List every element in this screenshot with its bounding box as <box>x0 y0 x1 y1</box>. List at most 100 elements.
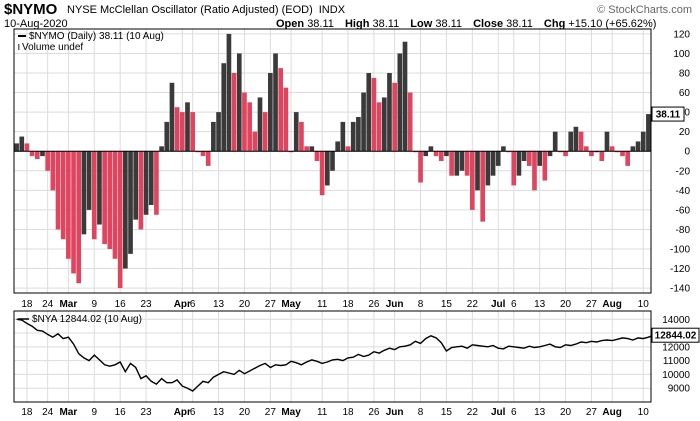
oscillator-bar <box>164 121 170 152</box>
oscillator-bar <box>547 151 553 157</box>
oscillator-bar <box>112 151 118 259</box>
oscillator-bar <box>268 73 273 152</box>
oscillator-bar <box>511 151 517 186</box>
open-label: Open <box>276 18 305 30</box>
oscillator-bar <box>40 151 45 157</box>
osc-y-tick-label: -40 <box>676 186 691 197</box>
oscillator-bar <box>366 73 372 152</box>
osc-y-tick-label: 20 <box>679 127 691 138</box>
oscillator-bar <box>407 92 413 152</box>
nya-x-tick-label: 15 <box>441 407 453 418</box>
oscillator-bar <box>179 112 185 152</box>
oscillator-bar <box>469 151 475 210</box>
high-label: High <box>344 18 370 30</box>
oscillator-bar <box>640 131 646 152</box>
oscillator-bar <box>128 151 133 254</box>
nya-x-tick-label: Aug <box>602 407 621 418</box>
oscillator-bar <box>143 151 149 215</box>
oscillator-bar <box>211 121 216 152</box>
osc-x-tick-label: 27 <box>265 299 277 310</box>
oscillator-bar <box>190 112 196 152</box>
osc-y-tick-label: 40 <box>679 108 691 119</box>
stockcharts-brand: © StockCharts.com <box>597 4 692 16</box>
nya-x-tick-label: 11 <box>317 407 328 418</box>
nya-x-tick-label: 13 <box>534 407 546 418</box>
oscillator-bar <box>66 151 71 259</box>
osc-y-tick-label: -20 <box>676 166 691 177</box>
oscillator-bar <box>521 151 527 161</box>
osc-x-tick-label: 15 <box>441 299 453 310</box>
oscillator-bar <box>330 151 335 171</box>
oscillator-bar <box>148 151 154 205</box>
oscillator-bar <box>583 146 589 152</box>
oscillator-bar <box>475 151 480 191</box>
oscillator-bar <box>34 151 40 160</box>
oscillator-bar <box>242 92 247 152</box>
chart-date: 10-Aug-2020 <box>4 18 68 30</box>
oscillator-bar <box>107 151 113 249</box>
oscillator-bar <box>444 151 449 157</box>
oscillator-bar <box>252 131 258 152</box>
oscillator-bar <box>464 151 470 176</box>
osc-x-tick-label: Aug <box>602 299 621 310</box>
oscillator-bar <box>361 92 366 152</box>
nya-x-tick-label: Jul <box>491 407 506 418</box>
oscillator-bar <box>526 151 532 166</box>
osc-x-tick-label: 23 <box>140 299 152 310</box>
oscillator-bar <box>91 151 97 240</box>
oscillator-bar <box>185 102 190 152</box>
osc-y-tick-label: 60 <box>679 88 691 99</box>
oscillator-bar <box>102 151 107 245</box>
oscillator-bar <box>480 151 486 222</box>
osc-x-tick-label: 24 <box>42 299 54 310</box>
oscillator-bar <box>154 151 159 215</box>
legend-swatch-nymo <box>18 35 26 37</box>
osc-y-tick-label: 80 <box>679 69 691 80</box>
nya-y-tick-label: 12000 <box>662 342 690 353</box>
oscillator-bar <box>376 102 382 152</box>
high-value: 38.11 <box>372 18 400 30</box>
osc-y-tick-label: -140 <box>670 284 690 295</box>
chg-label: Chg <box>543 18 566 30</box>
oscillator-bar <box>293 112 299 152</box>
close-label: Close <box>473 18 504 30</box>
osc-x-tick-label: 26 <box>368 299 380 310</box>
oscillator-bar <box>221 63 227 152</box>
oscillator-bar <box>19 136 25 152</box>
oscillator-bar <box>324 151 330 186</box>
legend-nymo: $NYMO (Daily) 38.11 (10 Aug) <box>29 31 164 42</box>
nya-x-tick-label: 10 <box>638 407 650 418</box>
nya-x-tick-label: 23 <box>140 407 152 418</box>
nya-x-tick-label: 6 <box>190 407 196 418</box>
oscillator-bar <box>563 151 568 157</box>
osc-x-tick-label: 16 <box>115 299 127 310</box>
oscillator-bar <box>278 68 284 152</box>
price-panel: 14000130001200011000100009000$NYA 12844.… <box>13 310 700 418</box>
oscillator-bar <box>620 151 625 157</box>
osc-x-tick-label: 27 <box>586 299 598 310</box>
low-label: Low <box>410 18 433 30</box>
nya-y-tick-label: 10000 <box>662 370 690 381</box>
oscillator-bar <box>24 143 30 152</box>
nya-x-tick-label: 20 <box>560 407 572 418</box>
osc-y-tick-label: 100 <box>673 49 690 60</box>
oscillator-bar <box>495 151 501 166</box>
oscillator-bar <box>646 114 651 152</box>
oscillator-bar <box>428 146 434 152</box>
oscillator-bar <box>81 151 87 235</box>
nya-x-tick-label: 18 <box>342 407 354 418</box>
oscillator-bar <box>319 151 325 196</box>
indicator-name-text: NYSE McClellan Oscillator (Ratio Adjuste… <box>67 4 313 16</box>
nya-x-tick-label: 22 <box>467 407 479 418</box>
oscillator-bar <box>433 151 439 157</box>
oscillator-bar <box>542 151 548 181</box>
oscillator-bar <box>589 151 594 157</box>
oscillator-bar <box>226 33 232 152</box>
chg-value: +15.10 (+65.62%) <box>568 18 657 30</box>
oscillator-bar <box>97 151 102 225</box>
oscillator-bar <box>573 126 579 152</box>
nya-x-tick-label: May <box>281 407 301 418</box>
oscillator-bar <box>387 73 392 152</box>
nya-x-tick-label: 20 <box>239 407 251 418</box>
